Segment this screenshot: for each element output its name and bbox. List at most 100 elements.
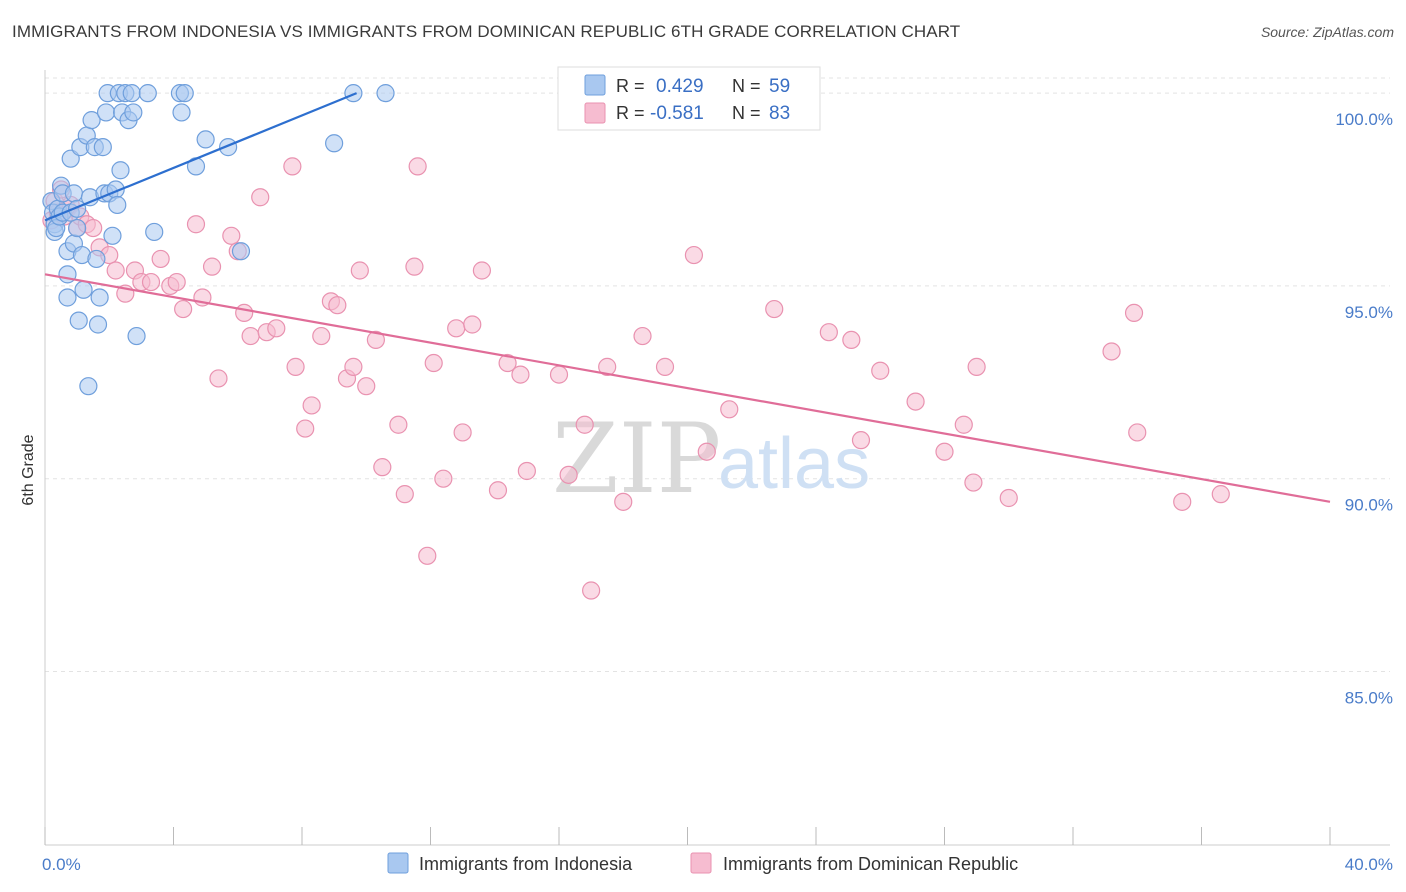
point-dominican-republic [559, 465, 578, 484]
gridlines [45, 77, 1390, 672]
point-indonesia [58, 288, 77, 307]
point-indonesia [108, 195, 127, 215]
point-dominican-republic [511, 365, 530, 384]
point-dominican-republic [964, 473, 983, 492]
point-dominican-republic [141, 272, 161, 292]
point-dominican-republic [106, 261, 125, 280]
legend-r-value-2: -0.581 [650, 103, 704, 124]
point-dominican-republic [582, 581, 601, 600]
legend-series-swatch-indonesia [387, 852, 409, 874]
point-dominican-republic [549, 365, 569, 384]
point-dominican-republic [167, 272, 186, 292]
point-dominican-republic [871, 361, 890, 380]
point-indonesia [96, 103, 116, 122]
point-dominican-republic [633, 326, 652, 346]
legend-n-value-1: 59 [769, 76, 790, 97]
point-dominican-republic [395, 485, 414, 504]
point-dominican-republic [463, 315, 482, 334]
legend-series-swatch-dominican [690, 852, 712, 874]
y-tick-label: 90.0% [1345, 496, 1393, 515]
point-dominican-republic [405, 257, 424, 276]
point-indonesia [90, 288, 109, 307]
point-indonesia [376, 84, 395, 103]
point-dominican-republic [517, 461, 536, 481]
point-dominican-republic [819, 323, 838, 342]
point-dominican-republic [954, 415, 973, 434]
point-dominican-republic [655, 357, 675, 376]
point-dominican-republic [202, 257, 222, 276]
point-dominican-republic [424, 353, 443, 373]
legend-r-label-1: R = [616, 76, 645, 96]
point-indonesia [145, 222, 164, 242]
point-indonesia [64, 184, 84, 203]
point-indonesia [127, 326, 146, 346]
x-tick-label: 0.0% [42, 855, 81, 874]
y-tick-label: 95.0% [1345, 303, 1393, 322]
legend-n-label-2: N = [732, 103, 761, 123]
point-indonesia [82, 111, 101, 130]
y-tick-labels: 100.0% 95.0% 90.0% 85.0% [1335, 110, 1393, 707]
point-dominican-republic [697, 442, 716, 461]
point-indonesia [138, 84, 157, 103]
point-dominican-republic [186, 215, 206, 234]
point-dominican-republic [1211, 485, 1230, 504]
point-dominican-republic [765, 299, 784, 319]
legend-r-label-2: R = [616, 103, 645, 123]
point-dominican-republic [1173, 492, 1192, 511]
legend-swatch-pink [584, 102, 606, 124]
legend-series-label-dominican: Immigrants from Dominican Republic [723, 854, 1018, 874]
point-dominican-republic [283, 157, 302, 176]
point-dominican-republic [447, 319, 466, 338]
legend-r-value-1: 0.429 [656, 76, 704, 97]
point-dominican-republic [174, 299, 193, 319]
legend-series-label-indonesia: Immigrants from Indonesia [419, 854, 633, 874]
chart-title: IMMIGRANTS FROM INDONESIA VS IMMIGRANTS … [12, 22, 961, 41]
legend-stats: R = 0.429 N = 59 R = -0.581 N = 83 [557, 66, 821, 131]
point-dominican-republic [1128, 423, 1147, 442]
legend-swatch-blue [584, 74, 606, 96]
point-indonesia [88, 315, 108, 334]
point-dominican-republic [84, 218, 103, 238]
point-dominican-republic [222, 226, 241, 245]
point-indonesia [175, 84, 194, 103]
point-dominican-republic [598, 357, 617, 376]
point-dominican-republic [328, 296, 347, 315]
point-dominican-republic [312, 326, 331, 346]
point-dominican-republic [251, 188, 270, 207]
point-indonesia [172, 103, 191, 122]
legend-series: Immigrants from Indonesia Immigrants fro… [387, 852, 1018, 874]
y-axis-title: 6th Grade [20, 434, 37, 505]
point-dominican-republic [851, 431, 871, 450]
trend-line-dominican-republic [44, 273, 1331, 503]
point-indonesia [231, 242, 251, 261]
point-indonesia [103, 226, 122, 245]
point-indonesia [325, 134, 344, 153]
point-dominican-republic [720, 400, 739, 419]
point-dominican-republic [344, 357, 363, 376]
point-dominican-republic [614, 492, 633, 511]
point-dominican-republic [418, 546, 437, 565]
legend-n-value-2: 83 [769, 103, 790, 124]
series-indonesia-points [42, 84, 395, 396]
legend-n-label-1: N = [732, 76, 761, 96]
point-dominican-republic [842, 330, 861, 350]
point-dominican-republic [935, 442, 954, 461]
point-dominican-republic [1124, 303, 1144, 323]
point-indonesia [74, 280, 93, 299]
point-dominican-republic [357, 377, 376, 396]
watermark-atlas: atlas [718, 424, 870, 504]
point-dominican-republic [1102, 342, 1121, 361]
point-dominican-republic [967, 357, 986, 376]
y-tick-label: 100.0% [1335, 110, 1393, 129]
point-dominican-republic [684, 245, 704, 265]
point-dominican-republic [408, 157, 427, 176]
point-dominican-republic [267, 319, 286, 338]
y-tick-label: 85.0% [1345, 688, 1393, 707]
point-dominican-republic [296, 419, 315, 438]
point-dominican-republic [906, 392, 925, 411]
source-credit: Source: ZipAtlas.com [1260, 24, 1394, 40]
point-indonesia [344, 84, 363, 103]
point-dominican-republic [235, 303, 254, 323]
trend-lines [44, 92, 1331, 503]
point-indonesia [93, 138, 112, 157]
